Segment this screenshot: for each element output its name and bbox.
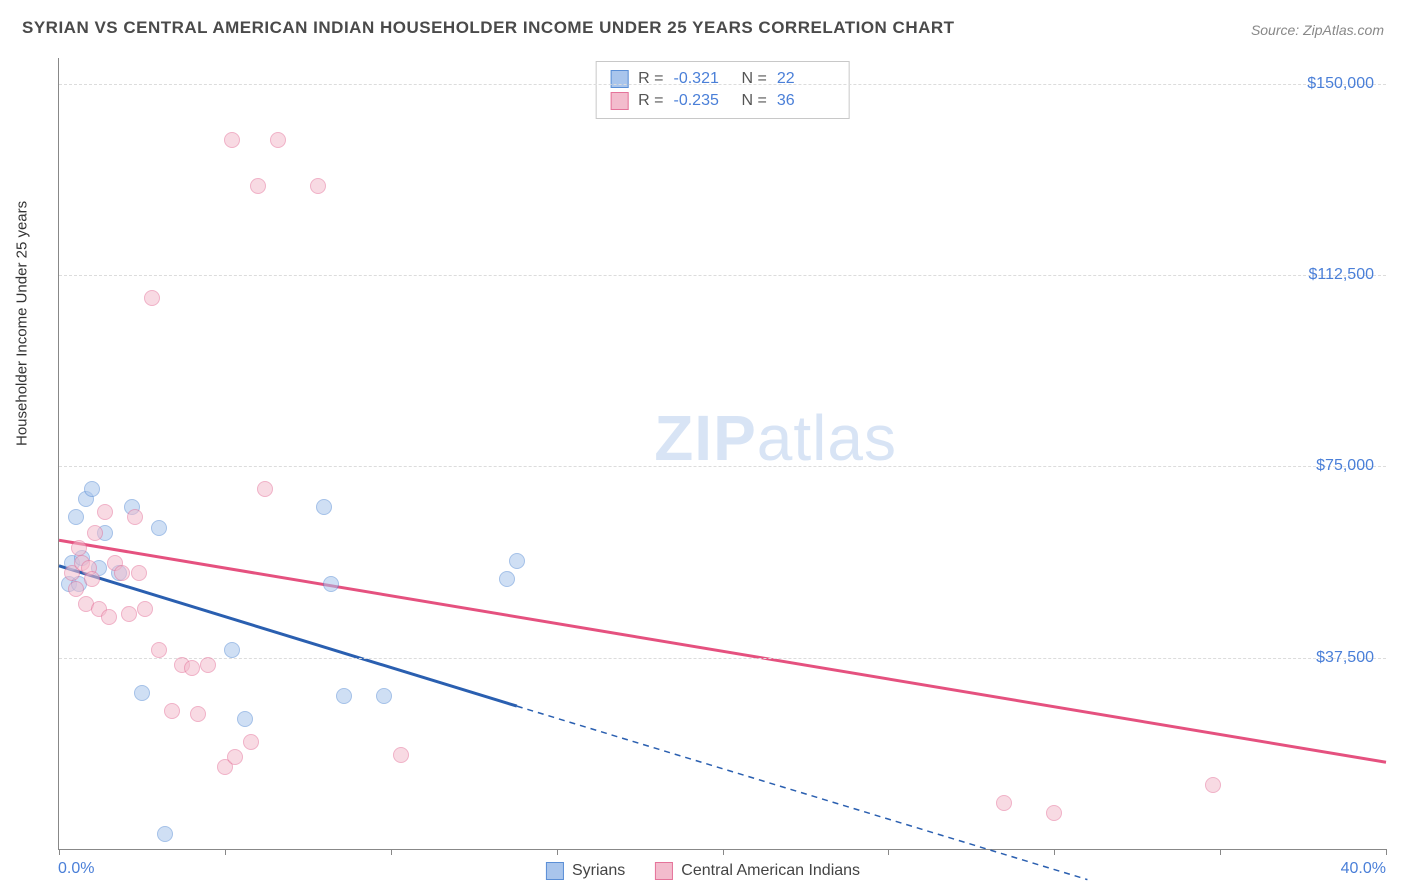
n-label: N = <box>742 70 767 88</box>
point-syrians <box>224 642 240 658</box>
x-tick-mark <box>723 849 724 855</box>
point-cai <box>137 601 153 617</box>
point-cai <box>243 734 259 750</box>
point-cai <box>310 178 326 194</box>
point-cai <box>114 565 130 581</box>
gridline <box>59 658 1386 659</box>
point-cai <box>190 706 206 722</box>
x-tick-mark <box>888 849 889 855</box>
point-syrians <box>336 688 352 704</box>
swatch-syrians-bottom <box>546 862 564 880</box>
point-syrians <box>134 685 150 701</box>
n-value-cai: 36 <box>777 92 835 110</box>
trend-line <box>59 540 1386 762</box>
legend-label-cai: Central American Indians <box>681 862 860 880</box>
point-syrians <box>68 509 84 525</box>
point-cai <box>227 749 243 765</box>
point-cai <box>144 290 160 306</box>
point-cai <box>101 609 117 625</box>
x-tick-min: 0.0% <box>58 860 94 878</box>
point-cai <box>121 606 137 622</box>
legend-item-cai: Central American Indians <box>655 862 860 880</box>
point-cai <box>200 657 216 673</box>
n-label: N = <box>742 92 767 110</box>
point-cai <box>270 132 286 148</box>
gridline <box>59 84 1386 85</box>
gridline <box>59 466 1386 467</box>
legend-row-cai: R = -0.235 N = 36 <box>610 90 835 112</box>
watermark-atlas: atlas <box>757 402 897 474</box>
y-tick-label: $150,000 <box>1307 75 1374 93</box>
r-label: R = <box>638 70 663 88</box>
point-cai <box>127 509 143 525</box>
legend-row-syrians: R = -0.321 N = 22 <box>610 68 835 90</box>
r-value-cai: -0.235 <box>674 92 732 110</box>
point-syrians <box>151 520 167 536</box>
x-tick-mark <box>1054 849 1055 855</box>
point-syrians <box>237 711 253 727</box>
point-syrians <box>499 571 515 587</box>
point-cai <box>224 132 240 148</box>
x-tick-mark <box>225 849 226 855</box>
point-cai <box>71 540 87 556</box>
trend-line <box>59 566 517 706</box>
point-cai <box>184 660 200 676</box>
y-tick-label: $75,000 <box>1316 457 1374 475</box>
gridline <box>59 275 1386 276</box>
x-tick-mark <box>391 849 392 855</box>
swatch-syrians <box>610 70 628 88</box>
point-syrians <box>376 688 392 704</box>
point-cai <box>250 178 266 194</box>
point-cai <box>97 504 113 520</box>
point-cai <box>996 795 1012 811</box>
watermark-zip: ZIP <box>654 402 757 474</box>
legend-label-syrians: Syrians <box>572 862 625 880</box>
point-syrians <box>323 576 339 592</box>
point-cai <box>84 571 100 587</box>
x-tick-mark <box>59 849 60 855</box>
point-syrians <box>84 481 100 497</box>
point-cai <box>393 747 409 763</box>
legend-series: Syrians Central American Indians <box>546 862 860 880</box>
y-axis-label: Householder Income Under 25 years <box>14 201 31 446</box>
point-syrians <box>157 826 173 842</box>
plot-area: ZIPatlas R = -0.321 N = 22 R = -0.235 N … <box>58 58 1386 850</box>
swatch-cai-bottom <box>655 862 673 880</box>
n-value-syrians: 22 <box>777 70 835 88</box>
chart-container: SYRIAN VS CENTRAL AMERICAN INDIAN HOUSEH… <box>0 0 1406 892</box>
legend-item-syrians: Syrians <box>546 862 625 880</box>
point-cai <box>257 481 273 497</box>
y-tick-label: $37,500 <box>1316 649 1374 667</box>
x-tick-mark <box>1386 849 1387 855</box>
x-tick-max: 40.0% <box>1341 860 1386 878</box>
point-cai <box>151 642 167 658</box>
r-label: R = <box>638 92 663 110</box>
source-label: Source: ZipAtlas.com <box>1251 22 1384 38</box>
point-cai <box>1046 805 1062 821</box>
x-tick-mark <box>557 849 558 855</box>
r-value-syrians: -0.321 <box>674 70 732 88</box>
x-tick-mark <box>1220 849 1221 855</box>
point-syrians <box>316 499 332 515</box>
point-syrians <box>509 553 525 569</box>
point-cai <box>1205 777 1221 793</box>
legend-correlation: R = -0.321 N = 22 R = -0.235 N = 36 <box>595 61 850 119</box>
point-cai <box>68 581 84 597</box>
swatch-cai <box>610 92 628 110</box>
watermark: ZIPatlas <box>654 401 897 475</box>
chart-title: SYRIAN VS CENTRAL AMERICAN INDIAN HOUSEH… <box>22 18 955 38</box>
point-cai <box>131 565 147 581</box>
point-cai <box>164 703 180 719</box>
point-cai <box>87 525 103 541</box>
trend-line-extension <box>517 706 1088 880</box>
y-tick-label: $112,500 <box>1308 266 1374 284</box>
